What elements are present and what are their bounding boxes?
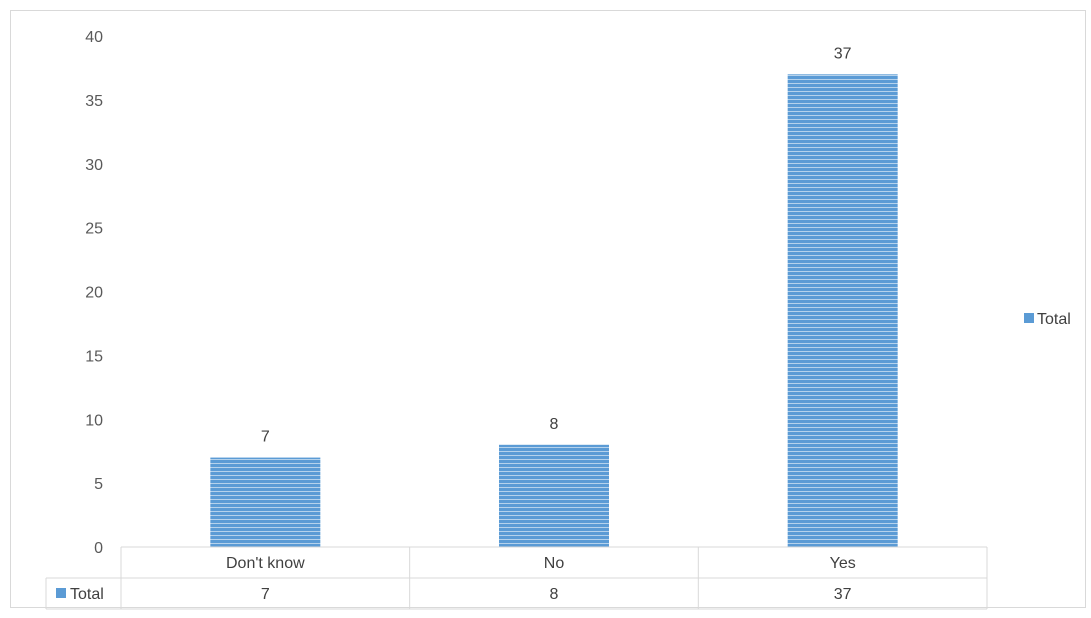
bars (210, 74, 898, 547)
bar (787, 74, 898, 547)
bar-data-label: 7 (261, 429, 270, 446)
y-axis-ticks: 0 5 10 15 20 25 30 35 40 (85, 29, 103, 557)
legend: Total (1024, 311, 1071, 328)
y-tick-label: 40 (85, 29, 103, 46)
bar (210, 457, 321, 547)
data-table: Don't know No Yes Total 7 8 37 (45, 546, 988, 610)
legend-label: Total (1037, 311, 1071, 328)
y-tick-label: 25 (85, 221, 103, 238)
category-label: Yes (830, 555, 856, 572)
bar (499, 444, 609, 547)
bar-data-label: 8 (550, 416, 559, 433)
y-tick-label: 10 (85, 412, 103, 429)
y-tick-label: 30 (85, 157, 103, 174)
table-series-name: Total (70, 586, 104, 603)
bar-data-label: 37 (834, 45, 852, 62)
legend-marker (1024, 313, 1034, 323)
y-tick-label: 5 (94, 476, 103, 493)
table-value: 8 (550, 586, 559, 603)
y-tick-label: 15 (85, 348, 103, 365)
data-labels: 7 8 37 (261, 45, 852, 445)
category-label: No (544, 555, 565, 572)
y-tick-label: 0 (94, 540, 103, 557)
category-label: Don't know (226, 555, 305, 572)
table-value: 7 (261, 586, 270, 603)
y-tick-label: 35 (85, 93, 103, 110)
table-value: 37 (834, 586, 852, 603)
y-tick-label: 20 (85, 285, 103, 302)
table-series-marker (56, 588, 66, 598)
